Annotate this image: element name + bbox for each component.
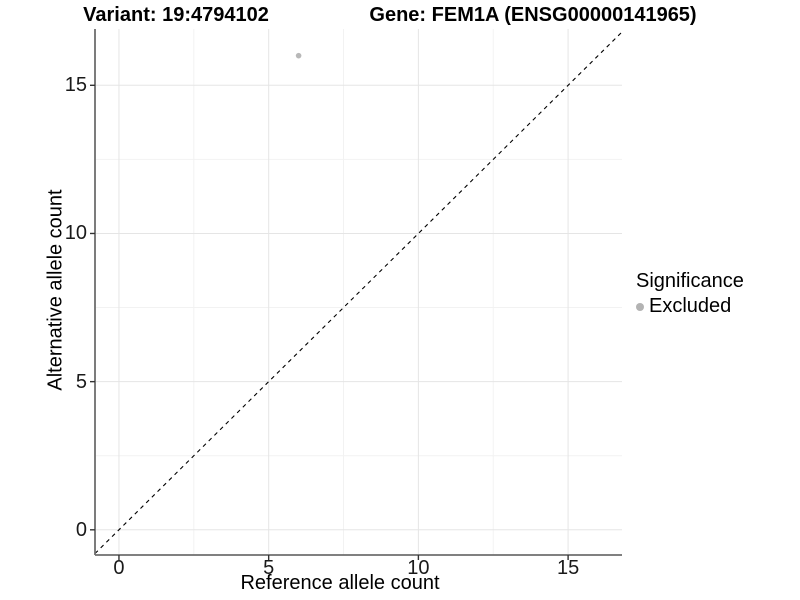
data-point	[295, 52, 302, 59]
legend: Significance Excluded	[636, 270, 744, 318]
plot-title-gene: Gene: FEM1A (ENSG00000141965)	[369, 4, 697, 26]
x-tick-label: 10	[407, 557, 430, 579]
legend-item-label: Excluded	[649, 295, 732, 317]
y-axis-label: Alternative allele count	[44, 189, 67, 391]
y-tick-label: 10	[64, 222, 87, 245]
legend-items: Excluded	[636, 295, 744, 318]
plot-title-variant: Variant: 19:4794102	[83, 4, 269, 26]
legend-item: Excluded	[636, 295, 744, 318]
y-tick-label: 0	[75, 518, 87, 541]
y-tick-label: 5	[75, 370, 87, 393]
identity-line	[94, 31, 623, 554]
x-axis-label: Reference allele count	[240, 572, 440, 594]
legend-title: Significance	[636, 270, 744, 292]
y-tick-label: 15	[64, 74, 87, 97]
x-tick-label: 0	[113, 557, 125, 579]
x-tick-label: 5	[263, 557, 275, 579]
x-tick-label: 15	[556, 557, 580, 579]
legend-point-icon	[636, 302, 644, 311]
